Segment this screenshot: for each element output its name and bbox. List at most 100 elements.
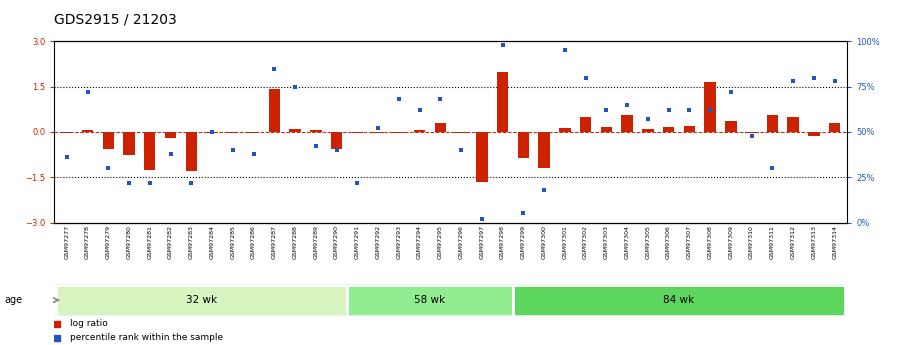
Text: GSM97299: GSM97299 (520, 225, 526, 259)
Point (662, 108, 676, 113)
Bar (787, 117, 799, 132)
Point (288, 84, 302, 89)
Bar (601, 127, 612, 132)
Bar (144, 132, 156, 170)
Bar (290, 129, 300, 132)
Bar (580, 117, 591, 132)
Bar (725, 121, 737, 132)
Text: 84 wk: 84 wk (663, 295, 694, 305)
Bar (513, 285, 845, 316)
Text: age: age (5, 295, 23, 305)
Text: percentile rank within the sample: percentile rank within the sample (71, 333, 224, 342)
Bar (643, 129, 653, 132)
Point (163, 151, 177, 156)
Point (641, 117, 655, 122)
Point (101, 166, 116, 171)
Text: GSM97280: GSM97280 (127, 225, 131, 259)
Point (184, 180, 198, 185)
Bar (165, 132, 176, 138)
Point (60, 155, 74, 160)
Text: GSM97309: GSM97309 (729, 225, 733, 259)
Text: GDS2915 / 21203: GDS2915 / 21203 (54, 12, 177, 26)
Text: GSM97302: GSM97302 (583, 225, 588, 259)
Point (122, 180, 137, 185)
Text: GSM97281: GSM97281 (148, 225, 152, 259)
Text: GSM97286: GSM97286 (251, 225, 256, 259)
Bar (186, 132, 197, 171)
Bar (622, 115, 633, 132)
Point (827, 79, 842, 84)
Point (682, 108, 697, 113)
Text: GSM97291: GSM97291 (355, 225, 360, 259)
Text: GSM97298: GSM97298 (500, 225, 505, 259)
Text: 32 wk: 32 wk (186, 295, 217, 305)
Point (786, 79, 800, 84)
Point (453, 147, 468, 153)
Bar (538, 132, 550, 168)
Bar (683, 126, 695, 132)
Text: GSM97288: GSM97288 (292, 225, 298, 259)
Point (392, 97, 406, 102)
Bar (829, 123, 841, 132)
Point (350, 180, 365, 185)
Text: GSM97294: GSM97294 (417, 225, 422, 259)
Text: GSM97289: GSM97289 (313, 225, 319, 259)
Bar (81, 129, 93, 132)
Text: GSM97304: GSM97304 (624, 225, 630, 259)
Point (142, 180, 157, 185)
Bar (248, 132, 259, 133)
Bar (808, 132, 820, 137)
Text: GSM97285: GSM97285 (230, 225, 235, 259)
Text: GSM97295: GSM97295 (438, 225, 443, 259)
Bar (372, 132, 384, 134)
Bar (102, 132, 114, 149)
Text: GSM97277: GSM97277 (64, 225, 70, 259)
Bar (559, 128, 570, 132)
Text: GSM97283: GSM97283 (189, 225, 194, 259)
Bar (518, 132, 529, 158)
Text: GSM97308: GSM97308 (708, 225, 712, 259)
Point (474, 216, 489, 221)
Text: GSM97293: GSM97293 (396, 225, 401, 259)
Point (765, 166, 779, 171)
Bar (704, 82, 716, 132)
Point (371, 126, 386, 131)
Point (81, 89, 95, 95)
Text: GSM97290: GSM97290 (334, 225, 339, 259)
Point (309, 144, 323, 149)
Point (267, 66, 281, 71)
Point (205, 129, 219, 135)
Text: GSM97300: GSM97300 (541, 225, 547, 259)
Point (724, 89, 738, 95)
Point (246, 151, 261, 156)
Bar (767, 115, 778, 132)
Text: GSM97278: GSM97278 (85, 225, 90, 259)
Bar (393, 132, 405, 134)
Point (537, 187, 551, 193)
Text: GSM97279: GSM97279 (106, 225, 110, 259)
Text: log ratio: log ratio (71, 319, 108, 328)
Text: GSM97284: GSM97284 (210, 225, 214, 259)
Bar (497, 71, 509, 132)
Text: GSM97305: GSM97305 (645, 225, 651, 259)
Text: GSM97313: GSM97313 (812, 225, 816, 259)
Text: GSM97311: GSM97311 (770, 225, 775, 259)
Bar (269, 89, 280, 132)
Text: GSM97297: GSM97297 (480, 225, 484, 259)
Point (413, 108, 427, 113)
Bar (414, 130, 425, 132)
Point (620, 102, 634, 108)
Point (578, 75, 593, 80)
Text: GSM97287: GSM97287 (272, 225, 277, 259)
Point (495, 42, 510, 48)
Point (225, 147, 240, 153)
Bar (61, 132, 72, 134)
Point (557, 48, 572, 53)
Text: GSM97312: GSM97312 (791, 225, 795, 259)
Bar (123, 132, 135, 155)
Bar (310, 130, 321, 132)
Bar (434, 123, 446, 132)
Bar (331, 132, 342, 149)
Bar (455, 132, 467, 134)
Point (329, 147, 344, 153)
